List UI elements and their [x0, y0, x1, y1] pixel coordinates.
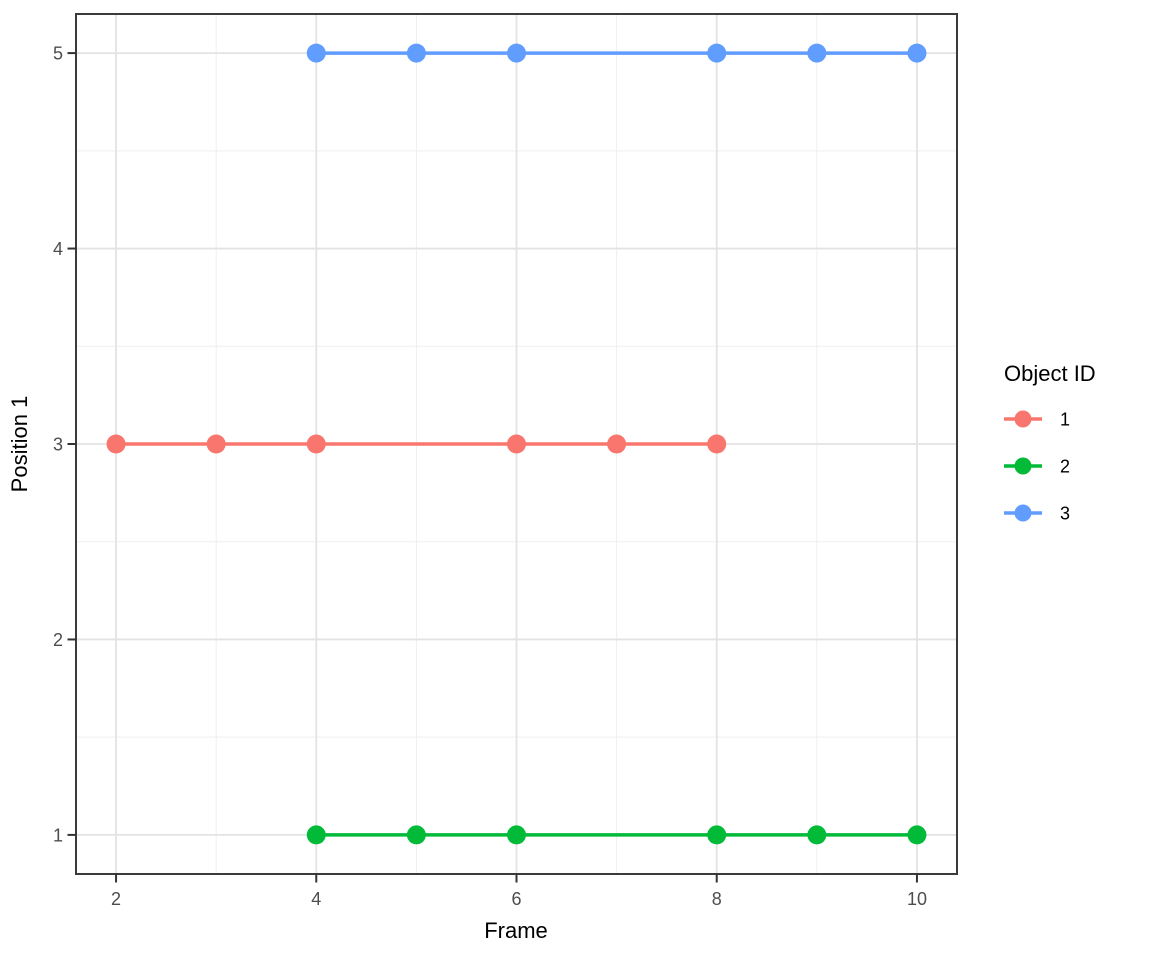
series-layer: [106, 43, 927, 845]
legend-title: Object ID: [1004, 361, 1096, 386]
legend-label-1: 1: [1060, 410, 1070, 430]
y-tick-label: 1: [53, 825, 63, 845]
data-point-1-x2: [106, 434, 126, 454]
legend-label-3: 3: [1060, 504, 1070, 524]
legend-label-2: 2: [1060, 457, 1070, 477]
legend-key-point-1: [1014, 410, 1032, 428]
data-point-1-x4: [306, 434, 326, 454]
data-point-3-x9: [807, 43, 827, 63]
legend-key-point-3: [1014, 504, 1032, 522]
y-tick-label: 3: [53, 435, 63, 455]
x-tick-label: 4: [311, 889, 321, 909]
data-point-1-x6: [507, 434, 526, 454]
x-tick-label: 10: [907, 889, 927, 909]
data-point-2-x10: [907, 825, 927, 845]
x-axis-title: Frame: [484, 918, 548, 943]
data-point-3-x4: [306, 43, 326, 63]
series-2: [306, 825, 927, 845]
data-point-2-x5: [406, 825, 426, 845]
legend-entry-3: 3: [1004, 504, 1070, 524]
x-tick-label: 8: [712, 889, 722, 909]
series-3: [306, 43, 927, 63]
data-point-3-x6: [507, 43, 526, 63]
data-point-2-x4: [306, 825, 326, 845]
data-point-1-x7: [607, 434, 627, 454]
data-point-2-x8: [707, 825, 727, 845]
y-tick-label: 2: [53, 630, 63, 650]
legend-layer: 1 2 3: [1004, 410, 1070, 524]
data-point-1-x3: [206, 434, 226, 454]
data-point-3-x10: [907, 43, 927, 63]
y-tick-label: 5: [53, 44, 63, 64]
legend-entry-1: 1: [1004, 410, 1070, 430]
data-point-3-x8: [707, 43, 727, 63]
data-point-2-x6: [507, 825, 526, 845]
legend-entry-2: 2: [1004, 457, 1070, 477]
x-tick-label: 2: [111, 889, 121, 909]
y-axis-title: Position 1: [7, 396, 32, 493]
data-point-3-x5: [406, 43, 426, 63]
series-1: [106, 434, 727, 454]
data-point-1-x8: [707, 434, 727, 454]
y-tick-label: 4: [53, 239, 63, 259]
data-point-2-x9: [807, 825, 827, 845]
x-tick-label: 6: [511, 889, 521, 909]
legend-key-point-2: [1014, 457, 1032, 475]
